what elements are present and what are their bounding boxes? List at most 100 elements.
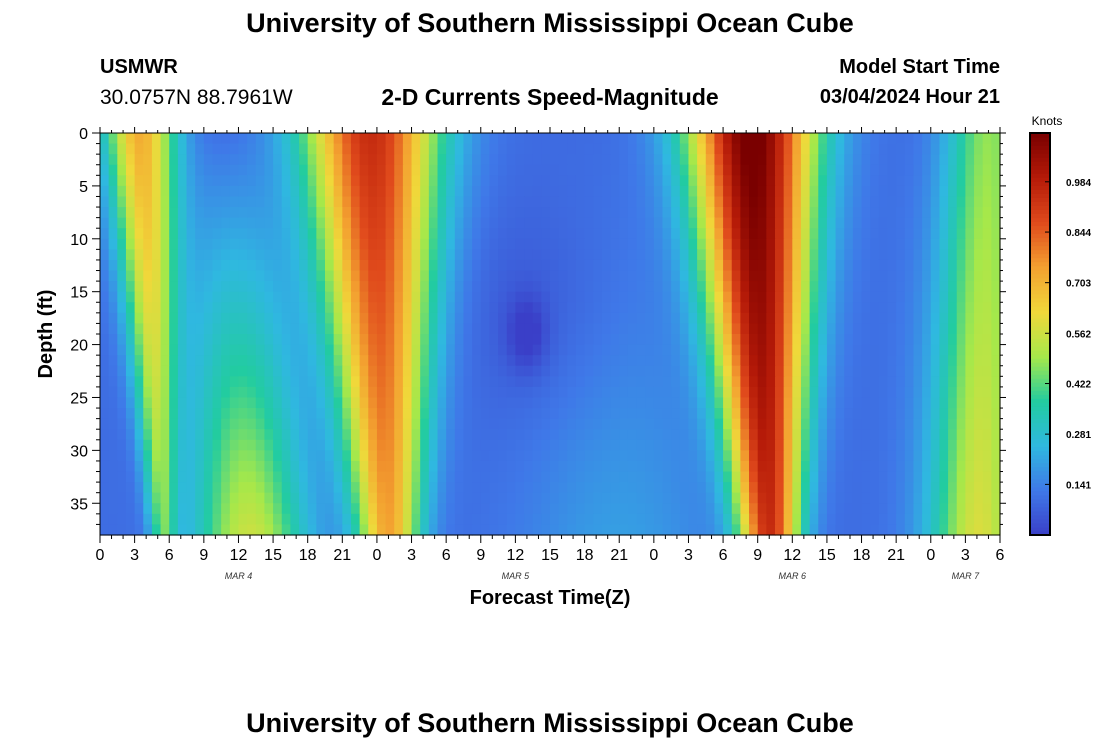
heatmap-cell: [342, 281, 352, 293]
heatmap-cell: [809, 344, 819, 356]
heatmap-cell: [645, 175, 655, 187]
heatmap-cell: [247, 397, 257, 409]
heatmap-cell: [281, 249, 291, 261]
heatmap-cell: [939, 228, 949, 240]
heatmap-cell: [887, 154, 897, 166]
heatmap-cell: [740, 513, 750, 526]
heatmap-cell: [264, 376, 274, 388]
heatmap-cell: [247, 217, 257, 229]
heatmap-cell: [887, 408, 897, 420]
heatmap-cell: [221, 365, 231, 377]
heatmap-cell: [800, 418, 811, 430]
heatmap-cell: [480, 397, 491, 409]
heatmap-cell: [550, 386, 560, 399]
heatmap-cell: [151, 450, 162, 462]
heatmap-cell: [437, 302, 447, 314]
heatmap-cell: [402, 185, 413, 198]
heatmap-cell: [740, 492, 750, 504]
heatmap-cell: [437, 355, 447, 367]
heatmap-cell: [108, 503, 118, 515]
heatmap-cell: [229, 460, 240, 473]
heatmap-cell: [852, 196, 863, 208]
heatmap-cell: [723, 376, 733, 388]
heatmap-cell: [117, 355, 127, 367]
heatmap-cell: [697, 344, 707, 356]
heatmap-cell: [342, 228, 352, 240]
heatmap-cell: [446, 259, 456, 272]
heatmap-cell: [610, 270, 620, 282]
heatmap-cell: [688, 355, 698, 367]
heatmap-cell: [723, 238, 733, 250]
heatmap-cell: [982, 217, 992, 229]
heatmap-cell: [325, 312, 335, 325]
heatmap-cell: [567, 450, 577, 462]
heatmap-cell: [350, 185, 361, 198]
heatmap-cell: [904, 439, 915, 451]
heatmap-cell: [541, 376, 551, 388]
heatmap-cell: [948, 302, 958, 314]
heatmap-cell: [913, 482, 923, 494]
heatmap-cell: [350, 503, 361, 515]
heatmap-cell: [965, 344, 975, 356]
heatmap-cell: [636, 365, 646, 377]
heatmap-cell: [584, 228, 594, 240]
heatmap-cell: [212, 397, 222, 409]
heatmap-cell: [818, 429, 828, 441]
heatmap-cell: [749, 270, 759, 282]
heatmap-cell: [125, 302, 136, 314]
heatmap-cell: [930, 408, 941, 420]
heatmap-cell: [290, 376, 300, 388]
date-label: MAR 5: [502, 571, 531, 581]
heatmap-cell: [558, 291, 568, 303]
x-tick-label: 9: [476, 547, 485, 564]
heatmap-cell: [939, 482, 949, 494]
heatmap-cell: [402, 439, 413, 451]
heatmap-cell: [316, 185, 326, 198]
heatmap-cell: [394, 323, 404, 335]
heatmap-cell: [679, 185, 690, 198]
heatmap-cell: [498, 471, 508, 483]
heatmap-cell: [524, 249, 534, 261]
heatmap-cell: [515, 450, 525, 462]
heatmap-cell: [619, 450, 629, 462]
heatmap-cell: [835, 482, 845, 494]
heatmap-cell: [428, 376, 439, 388]
heatmap-cell: [558, 228, 568, 240]
heatmap-cell: [887, 503, 897, 515]
heatmap-cell: [169, 175, 179, 187]
heatmap-cell: [610, 503, 620, 515]
heatmap-cell: [965, 439, 975, 451]
heatmap-cell: [229, 471, 240, 483]
heatmap-cell: [826, 482, 837, 494]
heatmap-cell: [541, 143, 551, 155]
heatmap-cell: [922, 281, 932, 293]
heatmap-cell: [541, 450, 551, 462]
heatmap-cell: [904, 418, 915, 430]
heatmap-cell: [229, 323, 240, 335]
heatmap-cell: [446, 291, 456, 303]
heatmap-cell: [688, 238, 698, 250]
heatmap-cell: [143, 429, 153, 441]
heatmap-cell: [221, 439, 231, 451]
heatmap-cell: [264, 524, 274, 536]
heatmap-cell: [783, 217, 793, 229]
heatmap-cell: [402, 344, 413, 356]
heatmap-cell: [489, 143, 499, 155]
heatmap-cell: [679, 207, 690, 219]
colorbar-segment: [1030, 317, 1050, 323]
heatmap-cell: [965, 312, 975, 325]
heatmap-cell: [117, 164, 127, 176]
heatmap-cell: [446, 154, 456, 166]
heatmap-cell: [532, 175, 542, 187]
heatmap-cell: [480, 365, 491, 377]
heatmap-cell: [749, 228, 759, 240]
heatmap-cell: [446, 312, 456, 325]
heatmap-cell: [723, 249, 733, 261]
heatmap-cell: [852, 365, 863, 377]
heatmap-cell: [515, 513, 525, 526]
heatmap-cell: [575, 154, 586, 166]
heatmap-cell: [575, 439, 586, 451]
heatmap-cell: [861, 513, 871, 526]
heatmap-cell: [619, 154, 629, 166]
heatmap-cell: [922, 312, 932, 325]
